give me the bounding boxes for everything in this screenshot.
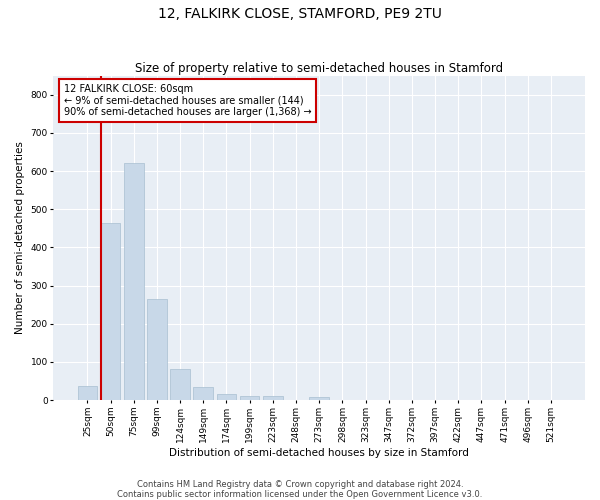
Y-axis label: Number of semi-detached properties: Number of semi-detached properties bbox=[15, 142, 25, 334]
Bar bbox=[217, 394, 236, 400]
Bar bbox=[263, 396, 283, 400]
Text: 12 FALKIRK CLOSE: 60sqm
← 9% of semi-detached houses are smaller (144)
90% of se: 12 FALKIRK CLOSE: 60sqm ← 9% of semi-det… bbox=[64, 84, 311, 117]
Bar bbox=[310, 397, 329, 400]
Bar bbox=[124, 164, 143, 400]
Title: Size of property relative to semi-detached houses in Stamford: Size of property relative to semi-detach… bbox=[135, 62, 503, 74]
Text: 12, FALKIRK CLOSE, STAMFORD, PE9 2TU: 12, FALKIRK CLOSE, STAMFORD, PE9 2TU bbox=[158, 8, 442, 22]
Bar bbox=[170, 370, 190, 400]
Bar bbox=[193, 386, 213, 400]
Bar bbox=[147, 299, 167, 400]
Text: Contains HM Land Registry data © Crown copyright and database right 2024.
Contai: Contains HM Land Registry data © Crown c… bbox=[118, 480, 482, 499]
X-axis label: Distribution of semi-detached houses by size in Stamford: Distribution of semi-detached houses by … bbox=[169, 448, 469, 458]
Bar bbox=[240, 396, 259, 400]
Bar bbox=[101, 222, 121, 400]
Bar bbox=[77, 386, 97, 400]
